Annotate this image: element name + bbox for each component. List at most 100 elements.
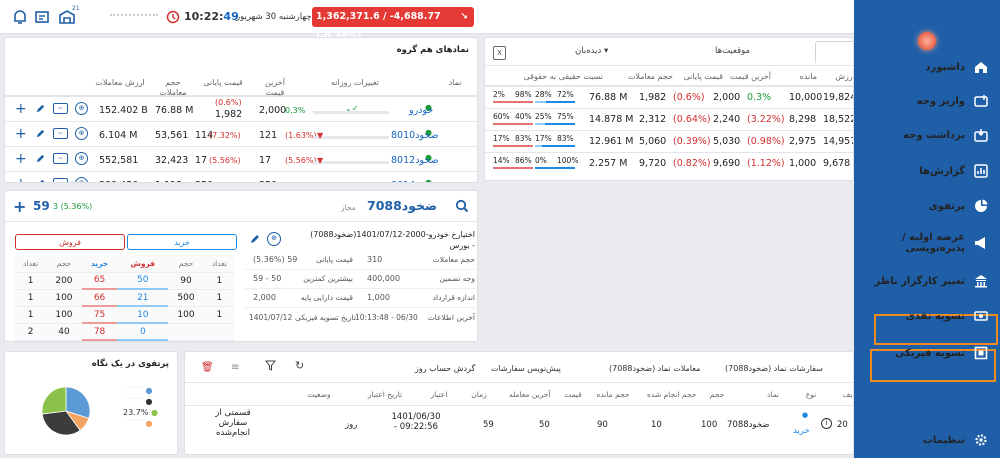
- chart-icon[interactable]: ~: [53, 103, 68, 114]
- globe-icon[interactable]: ⊕: [75, 152, 88, 165]
- group-last-pct: 0.3%: [285, 106, 306, 115]
- order-col-header[interactable]: ردیف: [842, 390, 853, 399]
- delete-all-icon[interactable]: 🗑: [201, 362, 214, 373]
- watch-row[interactable]: 19,824 10,000 0.3% 2,000 (0.6%) 1,982 76.88 M 2…: [485, 86, 853, 108]
- filter-list-icon[interactable]: ≡: [231, 362, 240, 373]
- watch-row[interactable]: 14,957 2,975 (0.98%) 5,030 (0.39%) 5,060 12.96…: [485, 130, 853, 152]
- sidebar-item-7[interactable]: تسویه نقدی: [854, 301, 1000, 331]
- message-icon[interactable]: [34, 9, 50, 25]
- chart-icon[interactable]: ~: [53, 178, 68, 182]
- ratio-bar: [493, 167, 499, 169]
- pie-slice[interactable]: [41, 386, 67, 415]
- market-watch-icon[interactable]: [58, 9, 75, 25]
- globe-icon[interactable]: ⊕: [267, 232, 281, 246]
- sidebar-item-8[interactable]: تسویه فیزیکی: [854, 338, 1000, 368]
- add-plus-button[interactable]: +: [15, 176, 27, 182]
- order-tab-2[interactable]: پیش‌نویس سفارشات: [491, 364, 561, 373]
- notification-icon[interactable]: [12, 9, 28, 25]
- group-col-last[interactable]: آخرین قیمت: [265, 78, 285, 97]
- order-col-header[interactable]: آخرین معامله: [509, 390, 551, 399]
- sidebar-item-1[interactable]: واریز وجه: [854, 86, 1000, 116]
- add-plus-button[interactable]: +: [15, 151, 27, 167]
- order-col-header[interactable]: نماد: [766, 390, 780, 399]
- globe-icon[interactable]: ⊕: [75, 127, 88, 140]
- buy-button[interactable]: خرید: [127, 234, 237, 250]
- tab-active[interactable]: [815, 41, 853, 63]
- sidebar-item-0[interactable]: داشبورد: [854, 52, 1000, 82]
- pie-slice[interactable]: [41, 410, 81, 436]
- order-col-header[interactable]: حجم مانده: [596, 390, 630, 399]
- add-plus-button[interactable]: +: [13, 197, 27, 216]
- orderbook-row[interactable]: 1 100 75 10 100 1: [15, 306, 235, 324]
- group-symbol[interactable]: ضخود8014: [391, 180, 439, 182]
- sidebar-item-4[interactable]: پرتفوی: [854, 191, 1000, 221]
- group-col-volume[interactable]: حجم معاملات: [159, 78, 187, 97]
- group-col-daily[interactable]: تغییرات روزانه: [331, 78, 379, 87]
- sidebar-item-6[interactable]: تغییر کارگزار ناظر: [854, 266, 1000, 296]
- order-col-header[interactable]: قیمت: [564, 390, 582, 399]
- watch-col-header[interactable]: مانده: [799, 72, 817, 81]
- order-col-header[interactable]: وضعیت: [307, 390, 331, 399]
- market-index[interactable]: 1,362,371.6 / -4,688.77 (-0.34%) ↘: [312, 7, 474, 42]
- watch-row[interactable]: 18,522 8,298 (3.22%) 2,240 (0.64%) 2,312 14.87…: [485, 108, 853, 130]
- pie-slice[interactable]: [65, 386, 91, 419]
- globe-icon[interactable]: ⊕: [75, 177, 88, 182]
- edit-icon[interactable]: [249, 233, 261, 245]
- sidebar-item-5[interactable]: عرضه اولیه / پذیره‌نویسی: [854, 228, 1000, 258]
- group-col-symbol[interactable]: نماد: [448, 78, 462, 87]
- orders-panel: 🗑 ≡ ↻ سفارشات نماد (ضخود7088) معاملات نما…: [184, 351, 854, 455]
- watch-col-header[interactable]: ارزش: [835, 72, 854, 81]
- orderbook-row[interactable]: 1 100 66 21 500 1: [15, 289, 235, 307]
- sidebar-item-9[interactable]: تنظیمات: [854, 425, 1000, 455]
- order-col-header[interactable]: زمان: [471, 390, 487, 399]
- globe-icon[interactable]: ⊕: [75, 102, 88, 115]
- order-tab-0[interactable]: سفارشات نماد (ضخود7088): [725, 364, 823, 373]
- add-plus-button[interactable]: +: [15, 126, 27, 142]
- orderbook-row[interactable]: 1 200 65 50 90 1: [15, 272, 235, 290]
- info-icon[interactable]: i: [821, 418, 832, 429]
- order-col-header[interactable]: حجم: [709, 390, 725, 399]
- order-tab-3[interactable]: گردش حساب روز: [415, 364, 476, 373]
- tab-positions[interactable]: موقعیت‌ها: [715, 46, 751, 56]
- chart-icon[interactable]: ~: [53, 128, 68, 139]
- watch-col-header[interactable]: آخرین قیمت: [729, 72, 771, 81]
- order-col-header[interactable]: اعتبار: [430, 390, 448, 399]
- add-plus-button[interactable]: +: [15, 101, 27, 117]
- group-row[interactable]: +~⊕389,4501,1133507.02%3507.02%▼●ضخود801…: [5, 171, 477, 182]
- group-row[interactable]: + ~ ⊕ 152.402 B 76.88 M (0.6%) 1,982 2,000 0.3% ⌄…: [5, 96, 477, 121]
- group-close: 1,982: [215, 109, 243, 120]
- excel-export-icon[interactable]: X: [493, 46, 506, 60]
- edit-icon[interactable]: [35, 178, 46, 182]
- sidebar-item-2[interactable]: برداشت وجه: [854, 120, 1000, 150]
- order-tab-1[interactable]: معاملات نماد (ضخود7088): [609, 364, 701, 373]
- watch-col-header[interactable]: حجم معاملات: [627, 72, 673, 81]
- sidebar-item-3[interactable]: گزارش‌ها: [854, 156, 1000, 186]
- info-value: (5.36%) 59: [253, 255, 298, 264]
- search-icon[interactable]: [455, 199, 469, 213]
- orderbook-cell: 75: [81, 306, 118, 324]
- group-col-value[interactable]: ارزش معاملات: [95, 78, 145, 87]
- group-row[interactable]: + ~ ⊕ 552,581 32,423 17 (5.56%) 17 (5.56%) ▼ ● ضخود…: [5, 146, 477, 171]
- group-symbol[interactable]: ضخود8010: [391, 130, 439, 141]
- watch-row[interactable]: 9,678 1,000 (1.12%) 9,690 (0.82%) 9,720 2.257 …: [485, 152, 853, 174]
- sell-button[interactable]: فروش: [15, 234, 125, 250]
- edit-icon[interactable]: [35, 153, 46, 164]
- watch-col-header[interactable]: قیمت پایانی: [683, 72, 723, 81]
- watch-col-header[interactable]: نسبت حقیقی به حقوقی: [523, 72, 603, 81]
- group-col-close[interactable]: قیمت پایانی: [203, 78, 243, 87]
- refresh-icon[interactable]: ↻: [295, 359, 305, 372]
- chart-icon[interactable]: ~: [53, 153, 68, 164]
- orderbook-row[interactable]: 2 40 78 0: [15, 323, 235, 341]
- group-symbol[interactable]: ضخود8012: [391, 155, 439, 166]
- detail-description: اختیارخ خودرو-2000-1401/07/12(ضخود7088) …: [310, 230, 475, 250]
- tab-watchlist[interactable]: دیده‌بان ▾: [575, 46, 609, 56]
- group-symbol[interactable]: خودرو: [409, 105, 434, 116]
- order-col-header[interactable]: تاریخ اعتبار: [367, 390, 403, 399]
- edit-icon[interactable]: [35, 128, 46, 139]
- group-value: 6.104 M: [99, 130, 138, 141]
- edit-icon[interactable]: [35, 103, 46, 114]
- order-col-header[interactable]: حجم انجام شده: [647, 390, 697, 399]
- group-row[interactable]: + ~ ⊕ 6.104 M 53,561 114 (7.32%) 121 (1.63%) ▼ ● ضخ…: [5, 121, 477, 146]
- filter-icon[interactable]: [265, 360, 276, 371]
- order-col-header[interactable]: نوع: [805, 390, 817, 399]
